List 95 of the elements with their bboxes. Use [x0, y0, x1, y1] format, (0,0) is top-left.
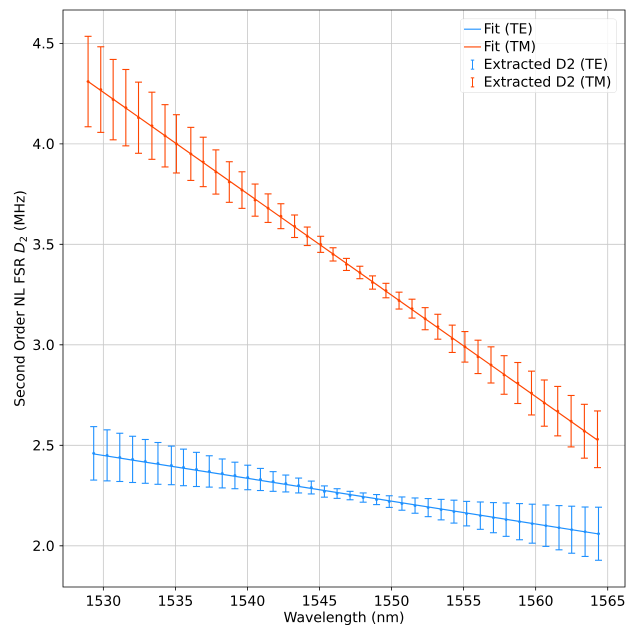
point [584, 530, 587, 534]
point [284, 482, 288, 485]
point [156, 462, 160, 465]
point [124, 106, 128, 110]
x-tick-label: 1560 [519, 595, 553, 606]
point [476, 355, 480, 358]
point [502, 373, 506, 376]
point [208, 470, 211, 473]
point [384, 289, 388, 292]
point [319, 242, 322, 246]
y-tick-label: 3.0 [33, 340, 54, 350]
y-tick-label: 2.5 [33, 440, 54, 451]
point [99, 88, 102, 92]
point [214, 170, 218, 174]
point [414, 504, 417, 508]
point [258, 478, 262, 481]
point [452, 510, 456, 514]
point [348, 494, 352, 498]
point [86, 80, 90, 84]
x-tick-label: 1535 [159, 595, 192, 606]
point [410, 307, 414, 310]
x-tick-label: 1530 [87, 595, 120, 606]
point [504, 518, 508, 522]
y-tick-label: 4.0 [33, 138, 54, 150]
point [137, 116, 140, 120]
point [272, 480, 275, 483]
legend-label: Extracted D2 (TE) [484, 58, 607, 71]
legend-label: Fit (TM) [484, 40, 535, 54]
point [220, 472, 224, 475]
point [279, 214, 282, 218]
point [106, 454, 109, 457]
point [570, 420, 573, 423]
point [544, 524, 548, 528]
x-tick-label: 1545 [303, 595, 336, 606]
point [332, 252, 335, 256]
point [489, 363, 492, 366]
point [150, 124, 154, 128]
x-tick-label: 1550 [375, 595, 408, 606]
point [202, 160, 205, 164]
point [582, 430, 586, 433]
point [398, 299, 401, 302]
point [478, 514, 482, 518]
y-axis-title: Second Order NL FSR D$_{2}$ (MHz) [14, 191, 27, 406]
point [344, 262, 348, 266]
point [144, 460, 147, 463]
point [170, 464, 173, 467]
point [297, 484, 300, 488]
legend-label: Fit (TE) [484, 22, 532, 36]
point [426, 506, 430, 510]
point [556, 410, 560, 413]
point [362, 496, 365, 500]
x-tick-label: 1565 [591, 595, 624, 606]
point [306, 234, 309, 238]
point [293, 224, 296, 228]
point [189, 152, 192, 156]
x-tick-label: 1540 [231, 595, 264, 606]
point [530, 522, 534, 526]
point [336, 492, 339, 496]
legend-label: Extracted D2 (TM) [484, 76, 610, 88]
point [492, 516, 495, 520]
point [400, 502, 404, 506]
point [530, 392, 533, 395]
point [436, 325, 440, 328]
point [358, 270, 362, 274]
y-tick-label: 3.5 [33, 239, 54, 250]
point [322, 490, 326, 494]
point [375, 498, 378, 502]
point [92, 452, 96, 455]
point [194, 468, 198, 471]
point [570, 528, 574, 532]
point [463, 345, 466, 348]
y-tick-label: 2.0 [33, 540, 54, 552]
point [164, 134, 167, 138]
point [233, 474, 236, 477]
point [424, 317, 427, 320]
point [112, 98, 115, 102]
point [388, 500, 391, 504]
point [174, 142, 178, 146]
y-tick-label: 4.5 [33, 38, 54, 49]
point [450, 337, 454, 340]
point [266, 206, 270, 210]
point [465, 512, 468, 516]
point [182, 466, 185, 469]
x-tick-label: 1555 [447, 595, 480, 606]
point [542, 402, 546, 405]
point [246, 476, 250, 479]
point [118, 456, 122, 459]
point [596, 532, 600, 536]
point [228, 180, 231, 184]
point [254, 198, 257, 202]
point [240, 188, 244, 192]
x-axis-title: Wavelength (nm) [284, 611, 404, 626]
point [440, 508, 443, 512]
point [596, 438, 599, 441]
point [131, 458, 134, 461]
